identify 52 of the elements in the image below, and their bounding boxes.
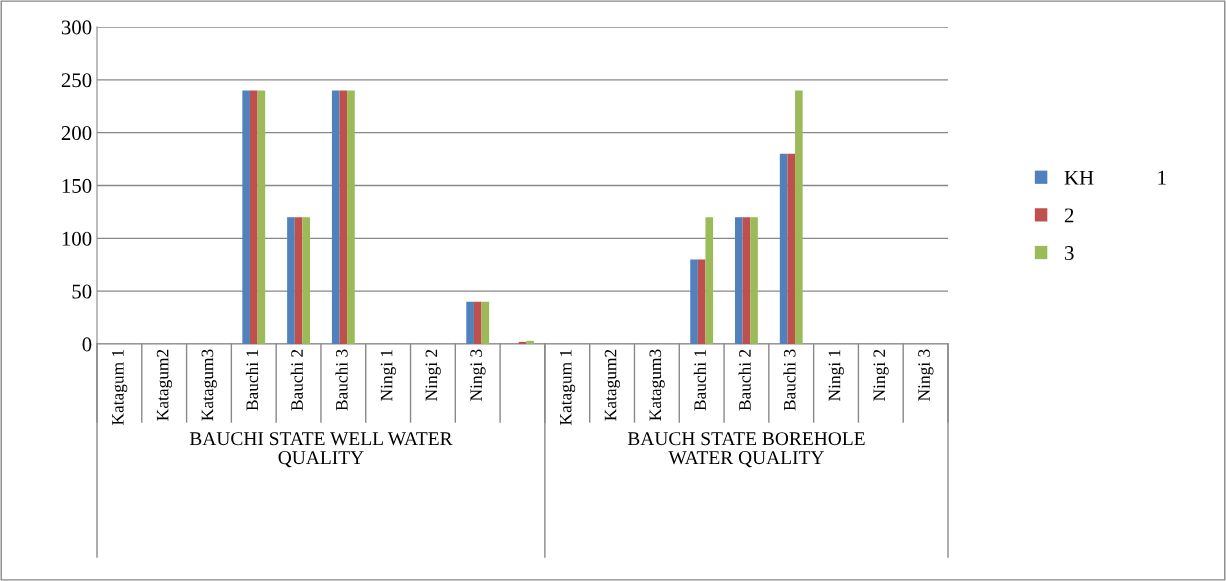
bar — [287, 217, 295, 344]
x-tick-label: Bauchi 1 — [693, 349, 706, 411]
x-tick-label: Bauchi 3 — [783, 349, 796, 411]
x-tick-label: Bauchi 2 — [290, 349, 303, 411]
text: BAUCH STATE BOREHOLE WATER QUALITY — [627, 432, 865, 468]
bar — [242, 90, 250, 344]
x-tick-label: Ningi 2 — [873, 349, 889, 401]
bar — [466, 301, 474, 344]
bar — [795, 90, 803, 344]
x-tick-label: Katagum3 — [201, 349, 217, 421]
bar — [787, 153, 796, 344]
y-tick-label: 300 — [61, 20, 92, 35]
bar — [779, 153, 788, 344]
x-tick-label: Ningi 1 — [380, 349, 396, 401]
x-tick-label: Katagum2 — [156, 349, 173, 421]
x-tick-label: Bauchi 2 — [738, 349, 751, 411]
x-tick-label: Katagum 1 — [559, 349, 576, 426]
bar — [294, 217, 303, 344]
x-tick-label: Ningi 1 — [828, 349, 844, 401]
x-tick-label: Ningi 2 — [425, 349, 441, 401]
x-tick-label: Katagum 1 — [112, 349, 128, 426]
bar — [735, 217, 743, 344]
bar — [331, 90, 340, 344]
bar — [481, 301, 490, 344]
legend-label: KH 1 — [1064, 170, 1166, 185]
y-tick-label: 50 — [72, 284, 92, 299]
x-tick-label: Ningi 3 — [918, 349, 934, 401]
bar — [347, 90, 355, 344]
bar — [257, 90, 266, 344]
bar — [690, 259, 698, 344]
y-tick-label: 200 — [61, 126, 92, 141]
text: BAUCHI STATE WELL WATER QUALITY — [189, 432, 453, 468]
bar — [473, 301, 482, 344]
bar — [302, 217, 310, 344]
bar — [339, 90, 348, 344]
bar — [697, 259, 706, 344]
bar — [750, 217, 758, 344]
bar — [742, 217, 751, 344]
y-tick-label: 150 — [62, 178, 92, 193]
x-tick-label: Katagum2 — [604, 349, 620, 421]
y-tick-label: 250 — [61, 73, 92, 88]
bar — [249, 90, 258, 344]
x-tick-label: Bauchi 1 — [245, 349, 259, 411]
legend-label: 2 — [1064, 208, 1074, 223]
x-tick-label: Katagum3 — [649, 349, 665, 421]
legend-label: 3 — [1064, 246, 1074, 261]
y-tick-label: 100 — [62, 231, 92, 246]
x-tick-label: Ningi 3 — [470, 349, 486, 401]
y-tick-label: 0 — [82, 337, 92, 352]
x-tick-label: Bauchi 3 — [335, 349, 348, 411]
bar — [705, 217, 714, 344]
bar — [526, 340, 534, 344]
